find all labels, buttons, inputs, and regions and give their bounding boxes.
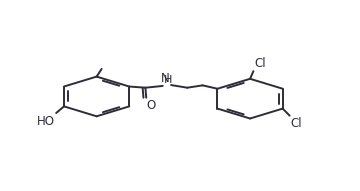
Text: H: H bbox=[163, 75, 172, 85]
Text: Cl: Cl bbox=[254, 57, 266, 70]
Text: Cl: Cl bbox=[290, 117, 302, 129]
Text: HO: HO bbox=[37, 115, 55, 128]
Text: O: O bbox=[147, 99, 156, 112]
Text: N: N bbox=[161, 72, 170, 85]
